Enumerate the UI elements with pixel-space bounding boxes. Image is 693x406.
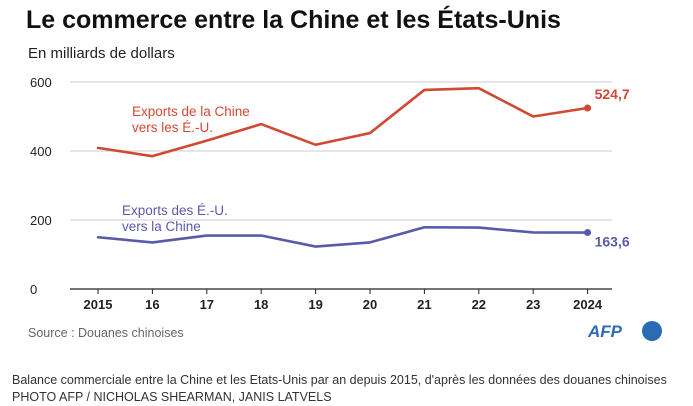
series-end-label: 163,6 — [595, 234, 630, 250]
x-tick-label: 2015 — [84, 297, 113, 312]
series-end-label: 524,7 — [595, 86, 630, 102]
series-label: Exports de la Chine — [132, 104, 250, 119]
x-tick-label: 16 — [145, 297, 159, 312]
source-note: Source : Douanes chinoises — [28, 326, 184, 340]
y-tick-label: 400 — [30, 144, 52, 159]
series-line — [96, 86, 589, 158]
chart-title: Le commerce entre la Chine et les États-… — [26, 6, 561, 34]
x-tick-label: 19 — [308, 297, 322, 312]
x-tick-label: 17 — [200, 297, 214, 312]
y-tick-label: 0 — [30, 282, 37, 297]
series-label: Exports des É.-U. — [122, 203, 228, 218]
series-end-point — [584, 104, 592, 112]
x-tick-label: 22 — [472, 297, 486, 312]
photo-caption: Balance commerciale entre la Chine et le… — [12, 373, 667, 404]
series-end-point — [584, 229, 592, 237]
x-tick-label: 20 — [363, 297, 377, 312]
y-tick-label: 600 — [30, 75, 52, 90]
afp-logo: AFP — [588, 321, 662, 341]
x-tick-label: 18 — [254, 297, 268, 312]
series-label: vers la Chine — [122, 219, 201, 234]
series-label: vers les É.-U. — [132, 120, 213, 135]
x-tick-label: 23 — [526, 297, 540, 312]
series-line — [96, 225, 589, 248]
y-tick-label: 200 — [30, 213, 52, 228]
x-tick-label: 2024 — [573, 297, 603, 312]
chart-subtitle: En milliards de dollars — [28, 45, 175, 62]
svg-text:AFP: AFP — [588, 322, 623, 341]
x-tick-label: 21 — [417, 297, 431, 312]
